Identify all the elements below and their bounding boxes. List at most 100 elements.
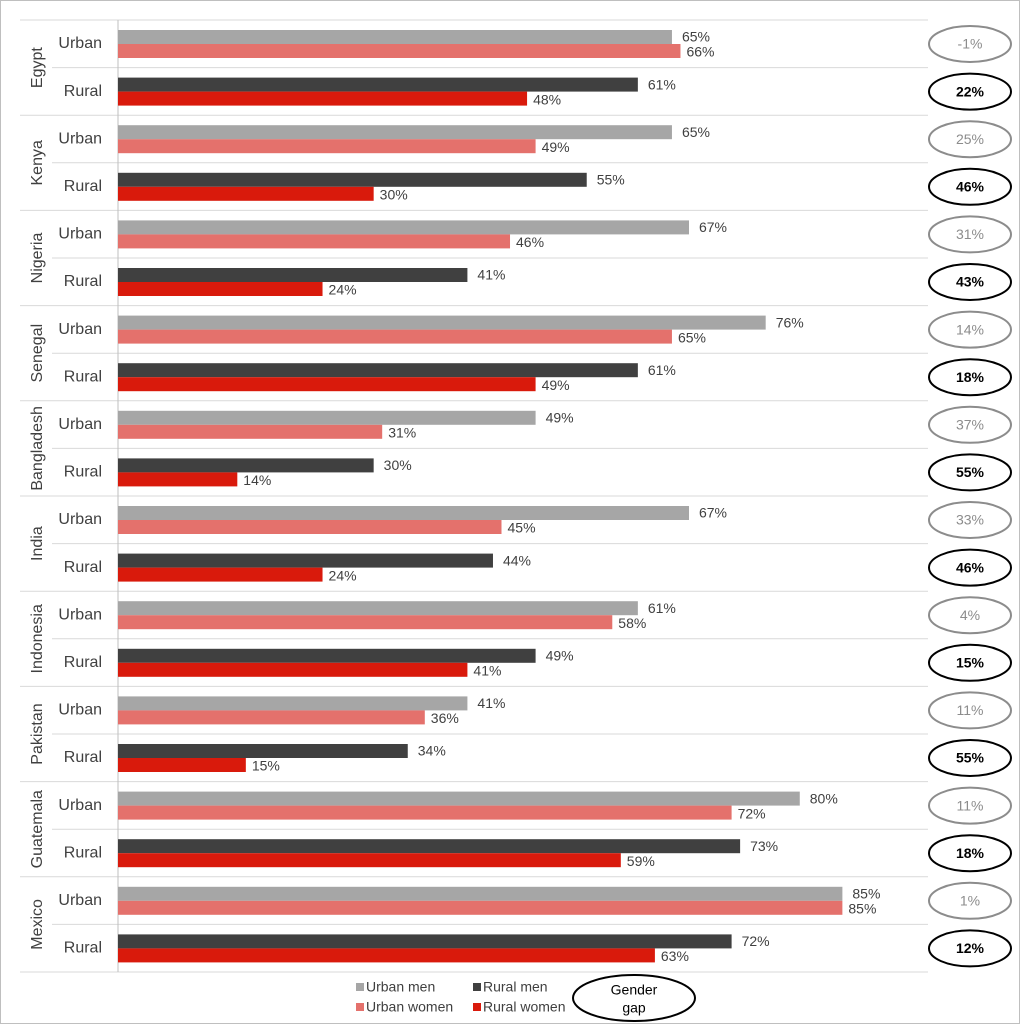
gap-ellipse-bangladesh-urban	[928, 405, 1012, 444]
label-men-senegal-rural: 61%	[648, 362, 676, 378]
row-label-indonesia-rural: Rural	[64, 654, 102, 671]
bar-women-egypt-urban	[118, 44, 681, 58]
label-men-india-urban: 67%	[699, 505, 727, 521]
gap-ellipse-pakistan-rural	[928, 739, 1012, 777]
gap-value-bangladesh-urban: 37%	[956, 417, 984, 433]
gap-ellipse-senegal-urban	[928, 310, 1012, 349]
label-women-senegal-rural: 49%	[542, 377, 570, 393]
gap-value-senegal-rural: 18%	[956, 369, 985, 385]
bar-men-nigeria-urban	[118, 220, 689, 235]
country-label-kenya: Kenya	[29, 140, 46, 185]
gap-ellipse-indonesia-urban	[928, 596, 1012, 635]
label-men-bangladesh-rural: 30%	[384, 457, 412, 473]
gap-ellipse-guatemala-urban	[928, 786, 1012, 825]
label-women-pakistan-rural: 15%	[252, 758, 280, 774]
gap-value-india-rural: 46%	[956, 559, 985, 575]
gap-ellipse-kenya-urban	[928, 120, 1012, 159]
label-men-senegal-urban: 76%	[776, 314, 804, 330]
bar-men-guatemala-rural	[118, 839, 741, 854]
bar-men-egypt-rural	[118, 77, 638, 92]
bar-women-india-rural	[118, 567, 323, 582]
gap-value-nigeria-urban: 31%	[956, 226, 984, 242]
label-women-guatemala-rural: 59%	[627, 853, 655, 869]
bar-men-kenya-urban	[118, 125, 672, 140]
label-women-indonesia-rural: 41%	[473, 663, 501, 679]
row-label-pakistan-urban: Urban	[58, 702, 102, 719]
bar-women-bangladesh-rural	[118, 472, 238, 487]
label-men-nigeria-rural: 41%	[477, 267, 505, 283]
gap-value-kenya-urban: 25%	[956, 131, 984, 147]
gap-value-pakistan-urban: 11%	[957, 702, 984, 718]
gap-ellipse-egypt-urban	[928, 25, 1012, 63]
bar-men-guatemala-urban	[118, 791, 800, 806]
gap-ellipse-mexico-urban	[928, 881, 1012, 920]
bar-women-india-urban	[118, 520, 502, 534]
label-men-pakistan-urban: 41%	[477, 695, 505, 711]
legend-gap-ellipse	[572, 974, 696, 1022]
bar-women-senegal-rural	[118, 377, 536, 392]
bar-women-guatemala-urban	[118, 805, 732, 820]
row-label-mexico-urban: Urban	[58, 892, 102, 909]
row-label-mexico-rural: Rural	[64, 940, 102, 957]
label-women-senegal-urban: 65%	[678, 329, 706, 345]
row-label-guatemala-urban: Urban	[58, 797, 102, 814]
label-men-kenya-rural: 55%	[597, 172, 625, 188]
gap-ellipse-pakistan-urban	[928, 691, 1012, 730]
row-label-senegal-rural: Rural	[64, 368, 102, 385]
country-label-india: India	[29, 526, 46, 561]
bar-women-kenya-urban	[118, 139, 536, 154]
row-label-guatemala-rural: Rural	[64, 844, 102, 861]
row-label-egypt-urban: Urban	[58, 35, 102, 52]
label-men-mexico-rural: 72%	[742, 933, 770, 949]
country-label-nigeria: Nigeria	[29, 233, 46, 284]
bar-men-mexico-urban	[118, 886, 843, 901]
gap-value-nigeria-rural: 43%	[956, 274, 985, 290]
label-men-egypt-urban: 65%	[682, 29, 710, 45]
bar-men-bangladesh-urban	[118, 410, 536, 425]
label-women-pakistan-urban: 36%	[431, 710, 459, 726]
gap-ellipse-nigeria-urban	[928, 215, 1012, 254]
bar-men-pakistan-rural	[118, 744, 408, 758]
gap-value-egypt-urban: -1%	[958, 36, 983, 52]
legend-label-urban-men: Urban men	[366, 979, 435, 995]
label-men-bangladesh-urban: 49%	[546, 410, 574, 426]
legend-swatch-urban-men	[356, 983, 364, 991]
bar-men-pakistan-urban	[118, 696, 468, 711]
gap-value-indonesia-rural: 15%	[956, 655, 985, 671]
label-women-bangladesh-urban: 31%	[388, 425, 416, 441]
label-women-kenya-rural: 30%	[380, 187, 408, 203]
legend-label-rural-women: Rural women	[483, 999, 565, 1015]
bar-men-nigeria-rural	[118, 268, 468, 282]
country-label-guatemala: Guatemala	[29, 790, 46, 868]
bar-men-senegal-rural	[118, 363, 638, 378]
bar-men-indonesia-urban	[118, 601, 638, 616]
gap-value-indonesia-urban: 4%	[960, 607, 980, 623]
legend-swatch-rural-women	[473, 1003, 481, 1011]
gap-ellipse-mexico-rural	[928, 929, 1012, 968]
bar-men-senegal-urban	[118, 315, 766, 330]
row-label-bangladesh-urban: Urban	[58, 416, 102, 433]
bar-women-guatemala-rural	[118, 853, 621, 868]
label-men-guatemala-rural: 73%	[750, 838, 778, 854]
row-label-egypt-rural: Rural	[64, 83, 102, 100]
gap-ellipse-indonesia-rural	[928, 643, 1012, 682]
label-men-indonesia-rural: 49%	[546, 648, 574, 664]
gap-value-kenya-rural: 46%	[956, 179, 985, 195]
bar-men-mexico-rural	[118, 934, 732, 949]
row-label-senegal-urban: Urban	[58, 321, 102, 338]
gap-value-bangladesh-rural: 55%	[956, 464, 985, 480]
gap-value-senegal-urban: 14%	[956, 321, 984, 337]
label-women-indonesia-urban: 58%	[618, 615, 646, 631]
bar-women-nigeria-urban	[118, 234, 511, 249]
bar-women-pakistan-urban	[118, 710, 425, 725]
bar-women-mexico-urban	[118, 900, 843, 915]
row-label-kenya-urban: Urban	[58, 130, 102, 147]
label-men-kenya-urban: 65%	[682, 124, 710, 140]
gap-ellipse-kenya-rural	[928, 167, 1012, 206]
label-men-mexico-urban: 85%	[852, 886, 880, 902]
gap-value-pakistan-rural: 55%	[956, 750, 985, 766]
gap-ellipse-india-urban	[928, 501, 1012, 539]
row-label-bangladesh-rural: Rural	[64, 464, 102, 481]
